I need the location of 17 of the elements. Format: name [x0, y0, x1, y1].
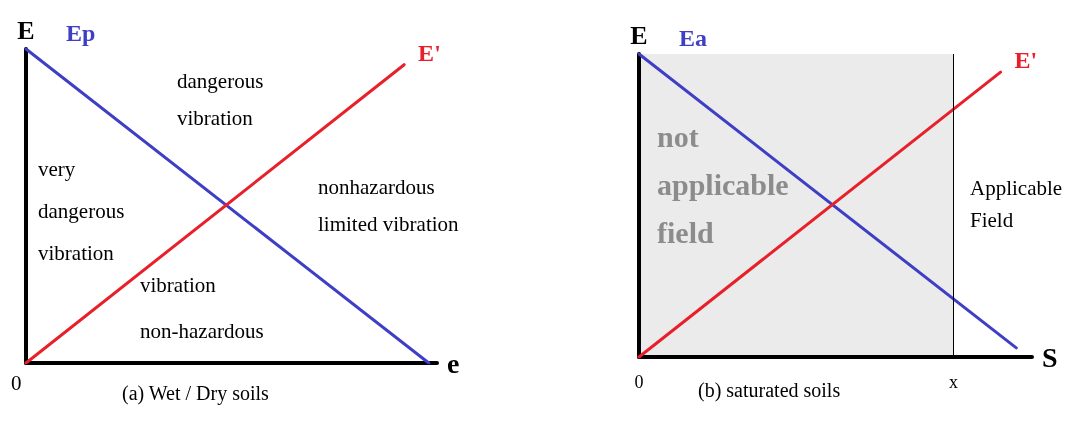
- series-label: E': [418, 39, 441, 66]
- annotation: vibration non-hazardous: [140, 273, 264, 343]
- text: (a) Wet / Dry soils: [122, 382, 270, 405]
- annotation: Applicable Field: [970, 176, 1068, 232]
- y-axis-title: E: [630, 20, 648, 50]
- annotation: dangerous vibration: [177, 68, 269, 130]
- text: (b) saturated soils: [698, 379, 841, 402]
- y-axis-title: E: [17, 15, 35, 45]
- x-tick-label: x: [948, 372, 958, 392]
- annotation: nonhazardous limited vibration: [318, 174, 460, 236]
- x-axis-title: e: [447, 347, 460, 379]
- x-axis-title: S: [1042, 341, 1058, 373]
- series-label: E': [1014, 47, 1038, 74]
- series-label: Ea: [679, 25, 708, 51]
- band-label: not applicable field: [657, 119, 797, 249]
- annotation: very dangerous vibration: [38, 157, 130, 265]
- series-label: Ep: [66, 20, 96, 46]
